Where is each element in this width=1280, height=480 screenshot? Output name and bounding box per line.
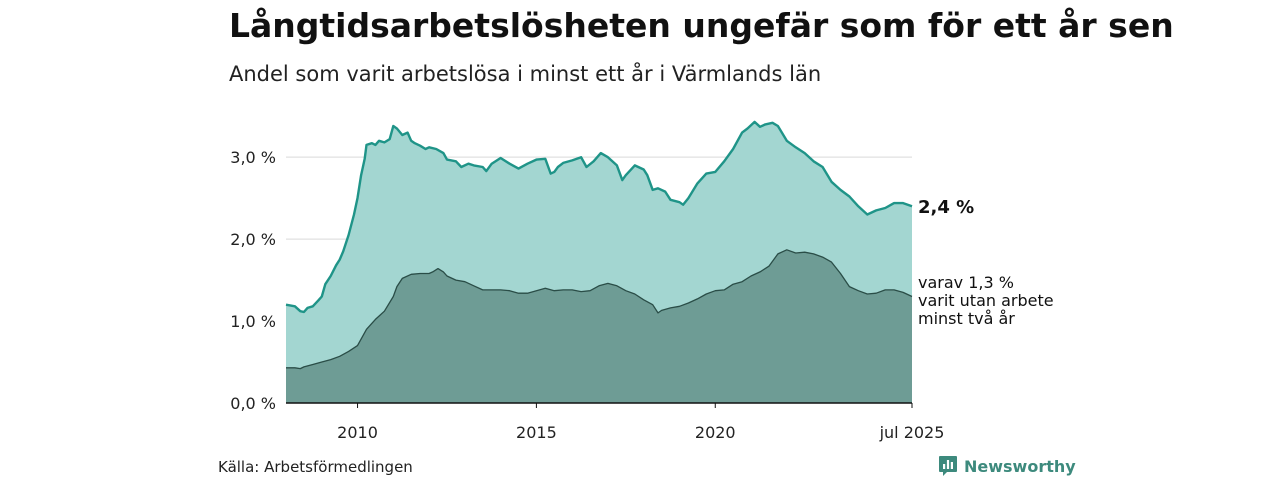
y-tick-label: 1,0 %	[230, 312, 276, 331]
brand-logo[interactable]: Newsworthy	[938, 455, 1076, 477]
line-minst-ett-ar	[285, 120, 913, 314]
end-label-minst-ett-ar: 2,4 %	[918, 197, 974, 218]
bar-chart-icon	[939, 456, 957, 476]
area-layer	[285, 120, 913, 404]
chart-subtitle: Andel som varit arbetslösa i minst ett å…	[229, 62, 822, 86]
chart-title: Långtidsarbetslösheten ungefär som för e…	[229, 6, 1174, 45]
area-minst-tva-ar	[286, 249, 912, 403]
y-tick-label: 2,0 %	[230, 230, 276, 249]
brand-name: Newsworthy	[964, 456, 1076, 476]
source-note: Källa: Arbetsförmedlingen	[218, 458, 413, 476]
y-tick-label: 3,0 %	[230, 148, 276, 167]
end-label-minst-tva-ar-line: varav 1,3 %	[918, 273, 1014, 292]
x-tick-label: 2010	[337, 423, 378, 442]
y-tick-label: 0,0 %	[230, 394, 276, 413]
axis-layer: 0,0 % 1,0 % 2,0 % 3,0 % 2010 2015 2020 jul 2025	[230, 148, 944, 442]
x-tick-label: jul 2025	[879, 423, 945, 442]
line-minst-tva-ar	[286, 249, 913, 370]
end-label-minst-tva-ar-line: minst två år	[918, 309, 1015, 328]
x-tick-label: 2015	[516, 423, 557, 442]
end-label-minst-tva-ar-line: varit utan arbete	[918, 291, 1054, 310]
x-tick-label: 2020	[695, 423, 736, 442]
